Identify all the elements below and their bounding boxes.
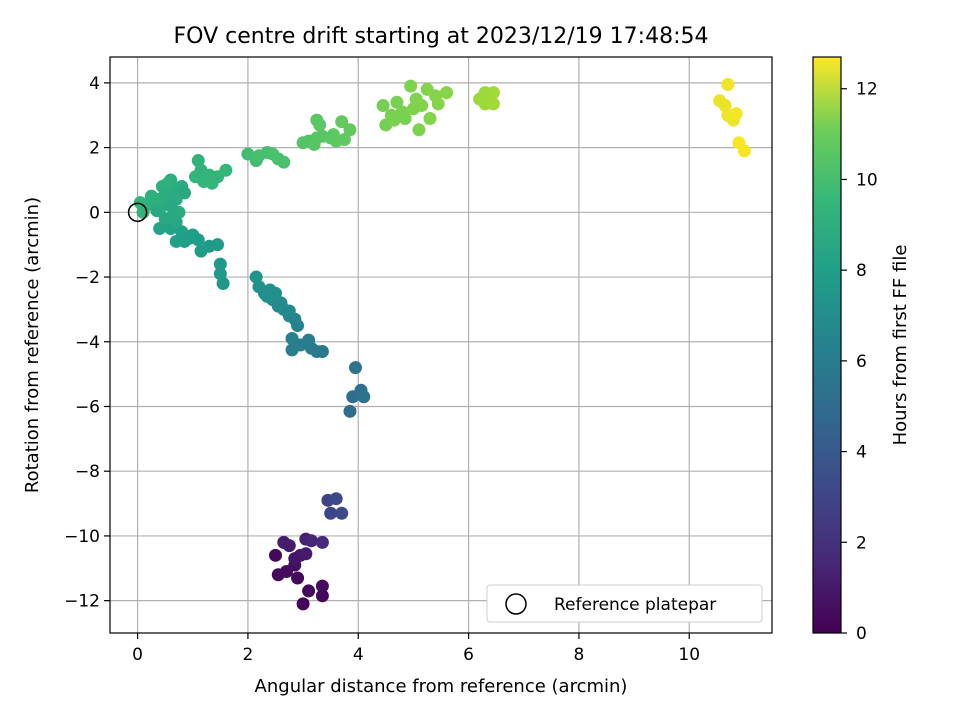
colorbar-tick-label: 10: [856, 170, 878, 190]
data-point: [315, 535, 329, 549]
data-point: [737, 144, 751, 158]
data-point: [302, 584, 316, 598]
legend-box: [486, 584, 763, 623]
grid-lines: [110, 57, 772, 633]
data-point: [282, 539, 296, 553]
data-point: [153, 222, 167, 236]
data-point: [387, 113, 401, 127]
x-tick-label: 0: [132, 645, 143, 665]
plot-area: [110, 57, 772, 633]
data-point: [161, 176, 175, 190]
colorbar-tick-label: 8: [856, 261, 867, 281]
data-point: [729, 107, 743, 121]
reference-point-marker: [127, 202, 148, 223]
y-tick-label: −4: [75, 333, 100, 353]
data-point: [329, 492, 343, 506]
data-point: [299, 547, 313, 561]
x-tick-label: 6: [463, 645, 474, 665]
data-point: [721, 78, 735, 92]
data-point: [423, 111, 437, 125]
data-point: [291, 571, 305, 585]
legend: Reference platepar: [486, 584, 763, 623]
reference-marker: [127, 202, 148, 223]
colorbar-tick-label: 4: [856, 443, 867, 463]
colorbar-label: Hours from first FF file: [890, 245, 911, 446]
data-point: [213, 257, 227, 271]
data-point: [291, 319, 305, 333]
data-point: [216, 277, 230, 291]
data-point: [478, 86, 492, 100]
legend-marker-icon: [505, 593, 527, 615]
data-point: [343, 123, 357, 137]
x-tick-label: 8: [574, 645, 585, 665]
data-point: [357, 390, 371, 404]
data-points: [133, 78, 751, 611]
data-point: [304, 534, 318, 548]
data-point: [335, 506, 349, 520]
colorbar: 0 2 4 6 8 10 12 Hours from first FF file: [812, 56, 911, 644]
data-point: [219, 163, 233, 177]
y-axis-ticks: −12 −10 −8 −6 −4 −2 0 2 4: [64, 74, 110, 612]
y-tick-label: −10: [64, 527, 100, 547]
y-tick-label: 0: [89, 203, 100, 223]
colorbar-tick-label: 6: [856, 352, 867, 372]
y-tick-label: −8: [75, 462, 100, 482]
x-tick-label: 2: [243, 645, 254, 665]
x-tick-label: 10: [678, 645, 700, 665]
data-point: [406, 102, 420, 116]
data-point: [412, 123, 426, 137]
data-point: [486, 97, 500, 111]
data-point: [277, 155, 291, 169]
data-point: [274, 296, 288, 310]
x-tick-label: 4: [353, 645, 364, 665]
data-point: [348, 361, 362, 375]
data-point: [343, 404, 357, 418]
data-point: [282, 304, 296, 318]
data-point: [324, 131, 338, 145]
data-point: [150, 204, 164, 218]
y-tick-label: −6: [75, 397, 100, 417]
y-tick-label: 2: [89, 139, 100, 159]
data-point: [211, 238, 225, 252]
data-point: [313, 118, 327, 132]
data-point: [166, 209, 180, 223]
data-point: [440, 86, 454, 100]
y-tick-label: −12: [64, 592, 100, 612]
plot-frame: [109, 56, 773, 634]
y-axis-label: Rotation from reference (arcmin): [22, 197, 43, 493]
y-tick-label: 4: [89, 74, 100, 94]
data-point: [398, 111, 412, 125]
data-point: [288, 552, 302, 566]
data-point: [431, 97, 445, 111]
y-tick-label: −2: [75, 268, 100, 288]
colorbar-ticks: 0 2 4 6 8 10 12: [841, 80, 878, 644]
data-point: [324, 506, 338, 520]
data-point: [269, 548, 282, 562]
colorbar-gradient: [812, 56, 842, 634]
data-point: [269, 286, 282, 300]
colorbar-tick-label: 0: [856, 624, 867, 644]
data-point: [315, 589, 329, 603]
data-point: [177, 186, 191, 200]
data-point: [296, 597, 310, 611]
colorbar-tick-label: 12: [856, 80, 878, 100]
data-point: [202, 168, 216, 182]
colorbar-tick-label: 2: [856, 533, 867, 553]
data-point: [390, 95, 404, 109]
data-point: [315, 579, 329, 593]
chart-title: FOV centre drift starting at 2023/12/19 …: [174, 24, 709, 49]
x-axis-ticks: 0 2 4 6 8 10: [132, 633, 700, 665]
x-axis-label: Angular distance from reference (arcmin): [255, 676, 628, 697]
data-point: [183, 231, 197, 245]
data-point: [335, 115, 349, 129]
data-point: [337, 133, 351, 147]
data-point: [315, 344, 329, 358]
legend-label: Reference platepar: [554, 595, 716, 615]
data-point: [376, 99, 390, 113]
data-point: [404, 79, 418, 93]
